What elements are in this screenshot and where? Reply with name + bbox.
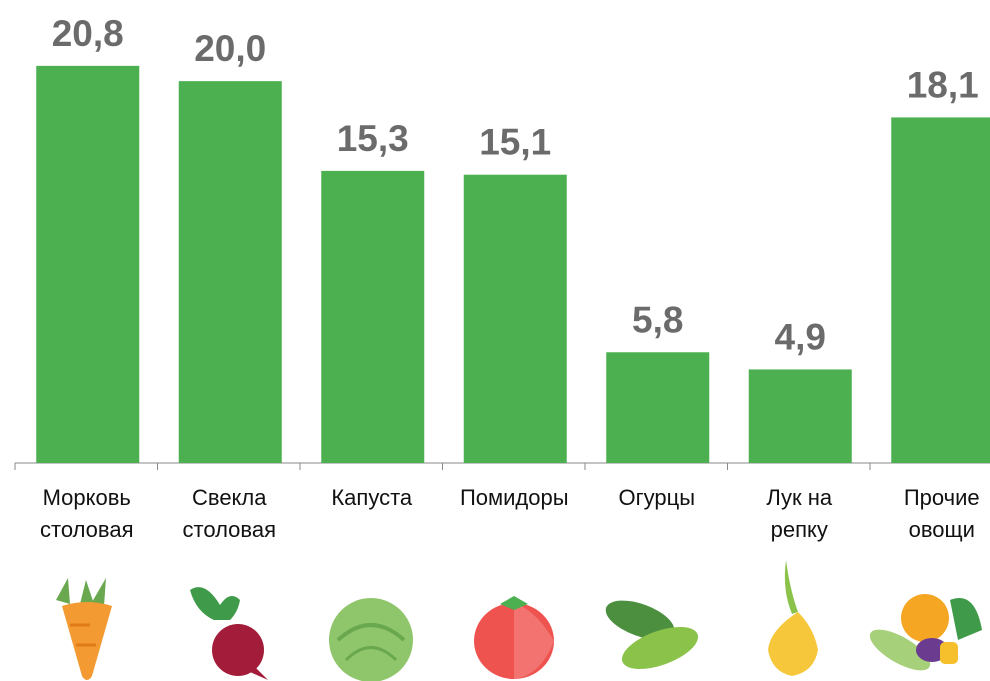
value-label: 18,1 xyxy=(907,64,979,105)
x-tick-label: овощи xyxy=(909,517,975,542)
carrot-icon xyxy=(56,578,112,680)
chart: 20,8 Морковь столовая 20,0 Свекла столовая 15,… xyxy=(0,0,990,681)
bar xyxy=(36,66,139,463)
x-tick-label: Морковь xyxy=(43,485,131,510)
x-tick-label: Свекла xyxy=(192,485,267,510)
icons xyxy=(56,560,982,681)
x-tick-label: Лук на xyxy=(766,485,833,510)
cucumber-icon xyxy=(601,593,704,678)
vegetables-icon xyxy=(864,594,982,678)
bar xyxy=(606,352,709,463)
cabbage-icon xyxy=(329,598,413,681)
value-label: 15,3 xyxy=(337,118,409,159)
value-label: 20,8 xyxy=(52,13,124,54)
x-tick-label: репку xyxy=(771,517,828,542)
x-tick-label: столовая xyxy=(40,517,134,542)
x-tick-label: Огурцы xyxy=(618,485,695,510)
value-label: 4,9 xyxy=(775,316,826,357)
onion-icon xyxy=(768,560,818,676)
page: {"chart_data": {"type": "bar", "categori… xyxy=(0,0,990,681)
x-tick-label: Прочие xyxy=(904,485,980,510)
x-tick-label: Капуста xyxy=(331,485,413,510)
bar xyxy=(891,117,990,463)
bar xyxy=(321,171,424,463)
bar xyxy=(464,175,567,463)
tomato-icon xyxy=(474,596,554,679)
bar xyxy=(179,81,282,463)
x-tick-label: столовая xyxy=(183,517,277,542)
value-label: 20,0 xyxy=(194,28,266,69)
value-label: 5,8 xyxy=(632,299,683,340)
value-label: 15,1 xyxy=(479,122,551,163)
beet-icon xyxy=(190,587,268,680)
x-tick-label: Помидоры xyxy=(460,485,569,510)
bar xyxy=(749,369,852,463)
